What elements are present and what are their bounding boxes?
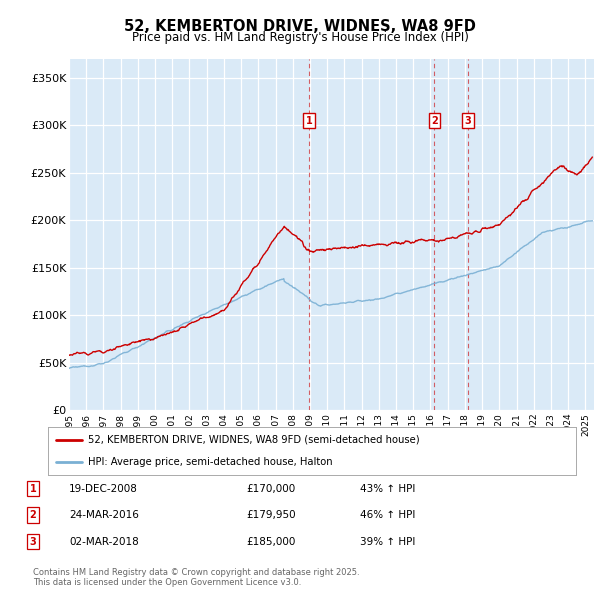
Text: 52, KEMBERTON DRIVE, WIDNES, WA8 9FD: 52, KEMBERTON DRIVE, WIDNES, WA8 9FD <box>124 19 476 34</box>
Text: Contains HM Land Registry data © Crown copyright and database right 2025.
This d: Contains HM Land Registry data © Crown c… <box>33 568 359 587</box>
Text: 2: 2 <box>29 510 37 520</box>
Text: 46% ↑ HPI: 46% ↑ HPI <box>360 510 415 520</box>
Text: 2: 2 <box>431 116 438 126</box>
Text: 3: 3 <box>29 537 37 546</box>
Text: £170,000: £170,000 <box>246 484 295 493</box>
Text: 39% ↑ HPI: 39% ↑ HPI <box>360 537 415 546</box>
Text: 52, KEMBERTON DRIVE, WIDNES, WA8 9FD (semi-detached house): 52, KEMBERTON DRIVE, WIDNES, WA8 9FD (se… <box>88 435 419 445</box>
Text: 43% ↑ HPI: 43% ↑ HPI <box>360 484 415 493</box>
Text: £185,000: £185,000 <box>246 537 295 546</box>
Text: 1: 1 <box>29 484 37 493</box>
Text: HPI: Average price, semi-detached house, Halton: HPI: Average price, semi-detached house,… <box>88 457 332 467</box>
Text: 1: 1 <box>306 116 313 126</box>
Text: 19-DEC-2008: 19-DEC-2008 <box>69 484 138 493</box>
Text: 24-MAR-2016: 24-MAR-2016 <box>69 510 139 520</box>
Text: £179,950: £179,950 <box>246 510 296 520</box>
Text: 02-MAR-2018: 02-MAR-2018 <box>69 537 139 546</box>
Text: 3: 3 <box>464 116 471 126</box>
Text: Price paid vs. HM Land Registry's House Price Index (HPI): Price paid vs. HM Land Registry's House … <box>131 31 469 44</box>
